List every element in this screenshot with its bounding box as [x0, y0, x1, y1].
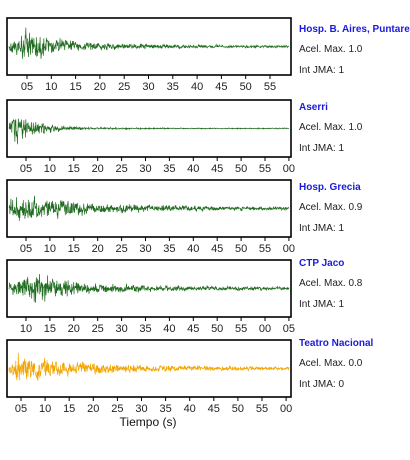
x-tick-label: 25: [92, 323, 104, 335]
x-tick-label: 40: [163, 323, 175, 335]
x-tick-label: 35: [163, 163, 175, 175]
x-tick-label: 45: [208, 403, 220, 415]
x-tick-label: 30: [142, 81, 154, 93]
panel-frame: [6, 99, 292, 158]
x-tick-label: 05: [20, 243, 32, 255]
x-tick-label: 50: [211, 323, 223, 335]
station-name: Hosp. Grecia: [299, 182, 361, 193]
x-tick-label: 45: [187, 323, 199, 335]
x-tick-label: 55: [235, 323, 247, 335]
x-tick-label: 15: [63, 403, 75, 415]
station-name: Teatro Nacional: [299, 338, 374, 349]
x-tick-label: 10: [20, 323, 32, 335]
seismogram-panel: 05 10 15 20 25 30 35 40 45 50 55 00: [6, 339, 292, 415]
jma-intensity-label: Int JMA: 1: [299, 65, 345, 76]
max-acceleration-label: Acel. Max. 0.0: [299, 358, 363, 369]
x-tick-label: 25: [115, 163, 127, 175]
x-tick-label: 40: [187, 163, 199, 175]
max-acceleration-label: Acel. Max. 0.8: [299, 278, 363, 289]
x-tick-label: 45: [211, 243, 223, 255]
x-tick-label: 50: [232, 403, 244, 415]
x-tick-label: 20: [68, 323, 80, 335]
x-tick-label: 35: [167, 81, 179, 93]
x-tick-label: 25: [111, 403, 123, 415]
x-tick-label: 05: [20, 163, 32, 175]
x-axis-label: Tiempo (s): [120, 415, 177, 429]
x-tick-label: 20: [92, 243, 104, 255]
jma-intensity-label: Int JMA: 0: [299, 379, 345, 390]
x-tick-label: 00: [283, 243, 295, 255]
x-tick-label: 10: [44, 243, 56, 255]
x-tick-label: 55: [256, 403, 268, 415]
station-name: Hosp. B. Aires, Puntare: [299, 24, 410, 35]
x-tick-label: 30: [139, 243, 151, 255]
jma-intensity-label: Int JMA: 1: [299, 299, 345, 310]
x-tick-label: 35: [163, 243, 175, 255]
seismogram-panel: 05 10 15 20 25 30 35 40 45 50 55 00: [6, 99, 295, 175]
x-tick-label: 20: [94, 81, 106, 93]
x-tick-label: 00: [259, 323, 271, 335]
x-tick-label: 30: [135, 403, 147, 415]
x-tick-label: 10: [39, 403, 51, 415]
x-tick-label: 15: [69, 81, 81, 93]
x-tick-label: 05: [21, 81, 33, 93]
x-tick-label: 40: [184, 403, 196, 415]
x-tick-label: 30: [139, 163, 151, 175]
waveform-series: [8, 118, 290, 145]
seismogram-panel: 05 10 15 20 25 30 35 40 45 50 55 00: [6, 179, 295, 255]
x-tick-label: 45: [211, 163, 223, 175]
max-acceleration-label: Acel. Max. 1.0: [299, 122, 363, 133]
x-tick-label: 40: [191, 81, 203, 93]
jma-intensity-label: Int JMA: 1: [299, 143, 345, 154]
x-tick-label: 55: [259, 163, 271, 175]
x-tick-label: 30: [115, 323, 127, 335]
x-tick-label: 00: [280, 403, 292, 415]
x-tick-label: 10: [44, 163, 56, 175]
x-tick-label: 45: [215, 81, 227, 93]
waveform-series: [8, 352, 290, 381]
panel-frame: [6, 259, 292, 318]
station-name: Aserri: [299, 102, 328, 113]
x-tick-label: 15: [68, 163, 80, 175]
x-tick-label: 20: [92, 163, 104, 175]
x-tick-label: 35: [159, 403, 171, 415]
x-tick-label: 10: [45, 81, 57, 93]
x-tick-label: 55: [259, 243, 271, 255]
panel-frame: [6, 179, 292, 238]
seismogram-panel: 10 15 20 25 30 35 40 45 50 55 00 05: [6, 259, 295, 335]
waveform-series: [8, 27, 290, 59]
x-tick-label: 00: [283, 163, 295, 175]
x-tick-label: 25: [118, 81, 130, 93]
x-tick-label: 50: [235, 163, 247, 175]
x-tick-label: 50: [235, 243, 247, 255]
jma-intensity-label: Int JMA: 1: [299, 223, 345, 234]
x-tick-label: 15: [44, 323, 56, 335]
x-tick-label: 50: [240, 81, 252, 93]
waveform-series: [8, 273, 290, 303]
x-tick-label: 25: [115, 243, 127, 255]
x-tick-label: 55: [264, 81, 276, 93]
max-acceleration-label: Acel. Max. 1.0: [299, 44, 363, 55]
x-tick-label: 35: [139, 323, 151, 335]
x-tick-label: 40: [187, 243, 199, 255]
station-name: CTP Jaco: [299, 258, 345, 269]
waveform-series: [8, 195, 290, 221]
x-tick-label: 20: [87, 403, 99, 415]
max-acceleration-label: Acel. Max. 0.9: [299, 202, 363, 213]
seismogram-panel: 05 10 15 20 25 30 35 40 45 50 55: [6, 17, 292, 93]
x-tick-label: 05: [15, 403, 27, 415]
x-tick-label: 15: [68, 243, 80, 255]
panel-frame: [6, 339, 292, 398]
x-tick-label: 05: [283, 323, 295, 335]
